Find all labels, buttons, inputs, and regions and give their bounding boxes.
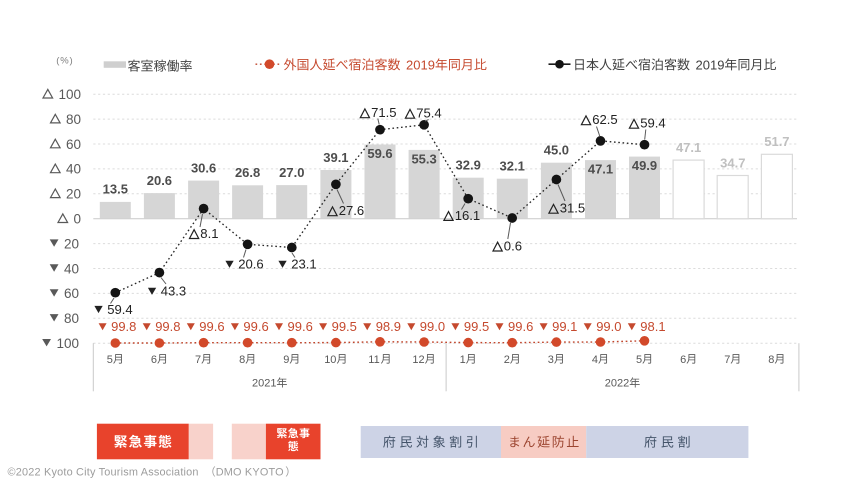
svg-text:30.6: 30.6 <box>191 160 216 175</box>
svg-text:5: 5 <box>107 354 113 366</box>
svg-text:59.4: 59.4 <box>640 116 665 131</box>
svg-text:0: 0 <box>73 212 81 227</box>
svg-text:60: 60 <box>66 137 81 152</box>
svg-text:47.1: 47.1 <box>588 162 613 177</box>
svg-text:23.1: 23.1 <box>291 257 316 272</box>
svg-text:99.8: 99.8 <box>111 319 136 334</box>
svg-text:99.6: 99.6 <box>288 319 313 334</box>
svg-text:31.5: 31.5 <box>560 201 585 216</box>
svg-text:55.3: 55.3 <box>411 151 436 166</box>
svg-text:80: 80 <box>64 311 79 326</box>
svg-text:26.8: 26.8 <box>235 165 260 180</box>
svg-text:40: 40 <box>64 261 79 276</box>
svg-text:60: 60 <box>64 286 79 301</box>
svg-text:27.0: 27.0 <box>279 165 304 180</box>
svg-text:34.7: 34.7 <box>720 155 745 170</box>
svg-text:62.5: 62.5 <box>592 112 617 127</box>
svg-text:20: 20 <box>64 236 79 251</box>
svg-text:39.1: 39.1 <box>323 150 348 165</box>
svg-text:47.1: 47.1 <box>676 140 701 155</box>
svg-text:8.1: 8.1 <box>200 226 218 241</box>
svg-text:6: 6 <box>680 354 686 366</box>
svg-text:7: 7 <box>724 354 730 366</box>
svg-text:5: 5 <box>636 354 642 366</box>
svg-text:71.5: 71.5 <box>371 105 396 120</box>
svg-text:6: 6 <box>151 354 157 366</box>
svg-text:2022: 2022 <box>605 378 629 390</box>
svg-text:2021: 2021 <box>252 378 276 390</box>
svg-text:32.1: 32.1 <box>500 159 525 174</box>
svg-text:98.1: 98.1 <box>640 319 665 334</box>
svg-text:2019: 2019 <box>696 57 725 72</box>
svg-text:(%): (%) <box>56 55 73 66</box>
svg-text:20.6: 20.6 <box>238 257 263 272</box>
svg-text:59.4: 59.4 <box>107 302 132 317</box>
svg-text:9: 9 <box>283 354 289 366</box>
svg-text:13.5: 13.5 <box>103 182 128 197</box>
svg-text:40: 40 <box>66 162 81 177</box>
svg-text:43.3: 43.3 <box>161 284 186 299</box>
svg-text:99.1: 99.1 <box>552 319 577 334</box>
svg-text:©2022 Kyoto City Tourism Assoc: ©2022 Kyoto City Tourism Association <box>8 467 199 479</box>
svg-text:99.0: 99.0 <box>420 319 445 334</box>
svg-text:3: 3 <box>548 354 554 366</box>
svg-text:100: 100 <box>58 87 81 102</box>
svg-text:100: 100 <box>56 336 79 351</box>
svg-text:11: 11 <box>368 354 379 366</box>
svg-text:49.9: 49.9 <box>632 158 657 173</box>
svg-text:DMO KYOTO: DMO KYOTO <box>216 467 284 479</box>
svg-text:20: 20 <box>66 187 81 202</box>
svg-text:8: 8 <box>768 354 774 366</box>
svg-text:99.6: 99.6 <box>243 319 268 334</box>
svg-text:98.9: 98.9 <box>376 319 401 334</box>
svg-text:51.7: 51.7 <box>764 134 789 149</box>
svg-text:75.4: 75.4 <box>416 106 441 121</box>
svg-text:45.0: 45.0 <box>544 143 569 158</box>
svg-text:20.6: 20.6 <box>147 173 172 188</box>
svg-text:16.1: 16.1 <box>455 208 480 223</box>
svg-text:99.5: 99.5 <box>464 319 489 334</box>
svg-text:0.6: 0.6 <box>504 239 522 254</box>
svg-text:2019: 2019 <box>406 57 435 72</box>
svg-text:99.0: 99.0 <box>596 319 621 334</box>
svg-text:32.9: 32.9 <box>456 158 481 173</box>
svg-text:99.8: 99.8 <box>155 319 180 334</box>
svg-text:80: 80 <box>66 112 81 127</box>
svg-text:99.5: 99.5 <box>332 319 357 334</box>
svg-text:99.6: 99.6 <box>508 319 533 334</box>
svg-text:59.6: 59.6 <box>367 146 392 161</box>
svg-text:1: 1 <box>460 354 466 366</box>
svg-text:27.6: 27.6 <box>339 203 364 218</box>
svg-text:4: 4 <box>592 354 598 366</box>
svg-text:99.6: 99.6 <box>199 319 224 334</box>
svg-text:8: 8 <box>239 354 245 366</box>
svg-text:7: 7 <box>195 354 201 366</box>
svg-text:10: 10 <box>324 354 336 366</box>
svg-text:2: 2 <box>504 354 510 366</box>
svg-text:12: 12 <box>412 354 424 366</box>
